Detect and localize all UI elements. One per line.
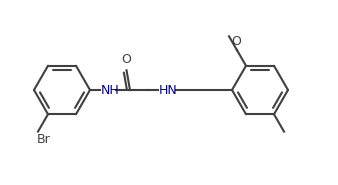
Text: NH: NH [101, 83, 120, 97]
Text: O: O [231, 35, 241, 48]
Text: O: O [122, 53, 131, 66]
Text: Br: Br [37, 133, 51, 146]
Text: HN: HN [159, 83, 178, 97]
